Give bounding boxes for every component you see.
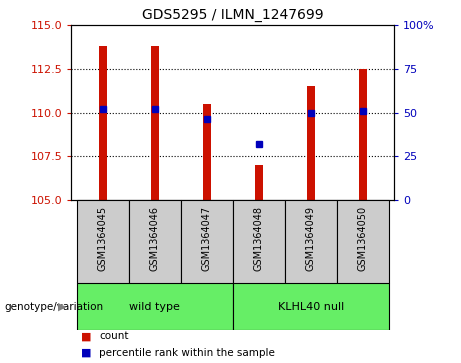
Bar bbox=[307, 86, 315, 200]
Text: GSM1364047: GSM1364047 bbox=[202, 206, 212, 272]
Text: GSM1364050: GSM1364050 bbox=[358, 206, 368, 272]
Text: wild type: wild type bbox=[129, 302, 180, 312]
Text: GSM1364046: GSM1364046 bbox=[150, 206, 160, 271]
Bar bbox=[151, 46, 159, 200]
Text: ▶: ▶ bbox=[59, 302, 67, 312]
Bar bbox=[77, 200, 129, 283]
Bar bbox=[255, 165, 263, 200]
Bar bbox=[203, 104, 211, 200]
Bar bbox=[285, 200, 337, 283]
Text: KLHL40 null: KLHL40 null bbox=[278, 302, 344, 312]
Bar bbox=[99, 46, 106, 200]
Bar bbox=[359, 69, 367, 200]
Text: ■: ■ bbox=[81, 331, 91, 341]
Text: GSM1364045: GSM1364045 bbox=[98, 206, 108, 272]
Bar bbox=[77, 283, 233, 330]
Text: count: count bbox=[99, 331, 129, 341]
Text: ■: ■ bbox=[81, 347, 91, 358]
Text: genotype/variation: genotype/variation bbox=[5, 302, 104, 312]
Bar bbox=[233, 283, 389, 330]
Bar bbox=[181, 200, 233, 283]
Text: percentile rank within the sample: percentile rank within the sample bbox=[99, 347, 275, 358]
Text: GSM1364049: GSM1364049 bbox=[306, 206, 316, 271]
Text: GSM1364048: GSM1364048 bbox=[254, 206, 264, 271]
Bar bbox=[337, 200, 389, 283]
Bar bbox=[233, 200, 285, 283]
Bar bbox=[129, 200, 181, 283]
Title: GDS5295 / ILMN_1247699: GDS5295 / ILMN_1247699 bbox=[142, 8, 324, 22]
